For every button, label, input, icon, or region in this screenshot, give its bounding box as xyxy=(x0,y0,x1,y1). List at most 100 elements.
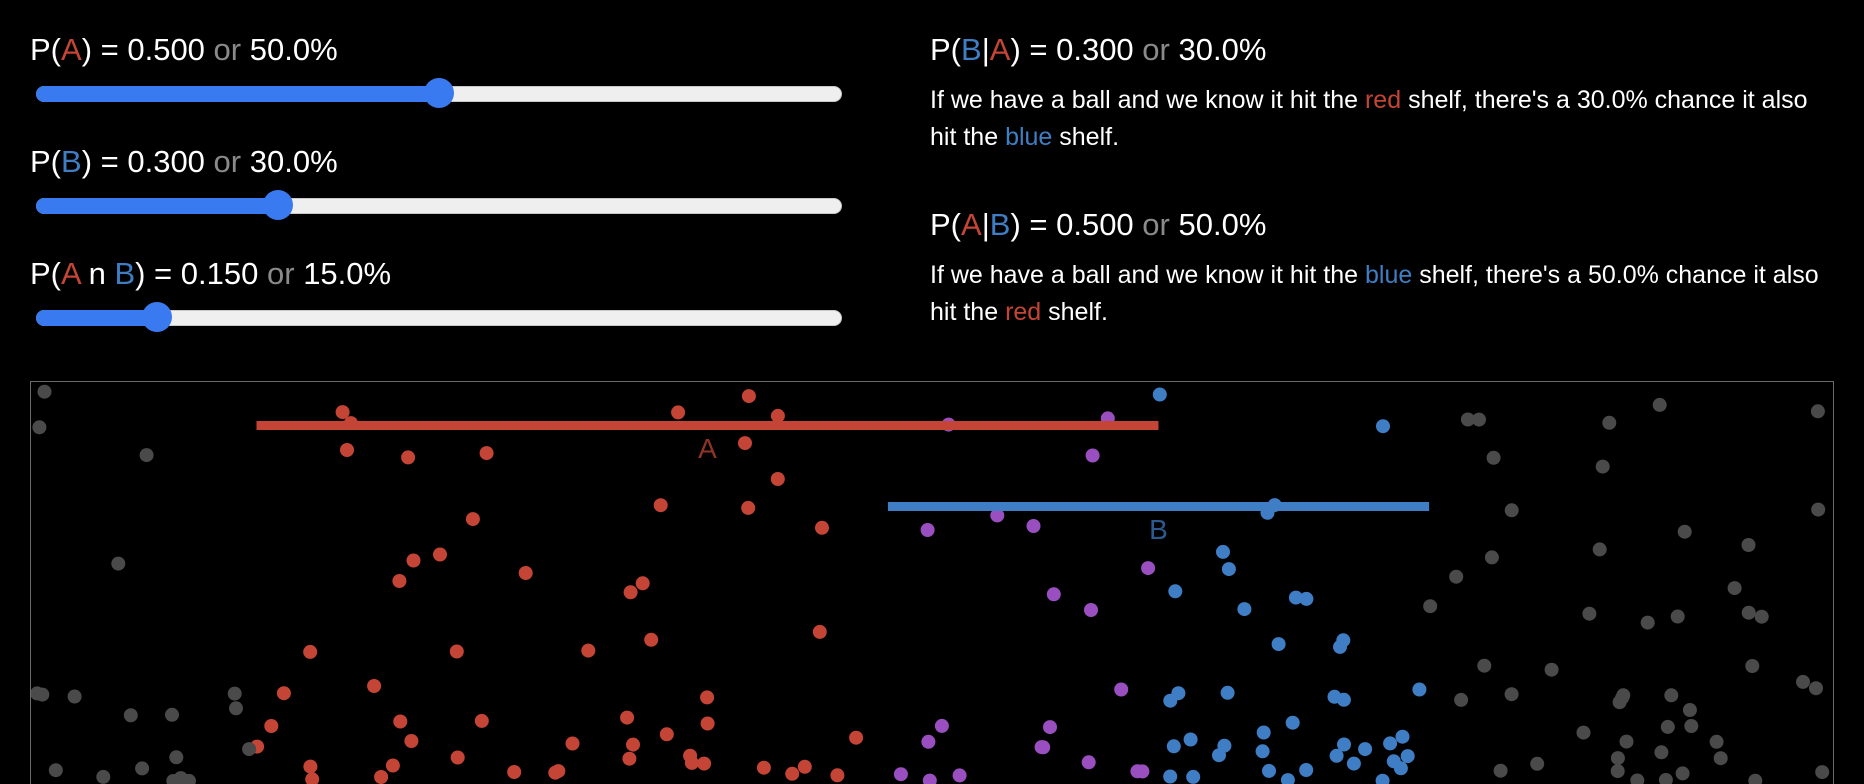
ball xyxy=(990,508,1005,523)
ball xyxy=(374,770,389,784)
ball xyxy=(1046,587,1061,602)
ball xyxy=(1741,605,1756,620)
ball xyxy=(635,576,650,591)
ball xyxy=(169,750,184,765)
ball xyxy=(1333,639,1347,654)
ball xyxy=(385,758,400,773)
ball xyxy=(1085,448,1100,463)
ball xyxy=(1386,754,1401,769)
prob-a-label: P(A) = 0.500 or 50.0% xyxy=(30,32,338,67)
ball xyxy=(1745,659,1760,673)
ball xyxy=(1395,729,1410,744)
ball xyxy=(507,765,522,779)
ball xyxy=(1544,662,1559,677)
ball xyxy=(229,701,243,716)
slider-control-a-and-b: P(A n B) = 0.150 or 15.0% xyxy=(30,256,846,332)
ball xyxy=(1811,502,1826,517)
ball xyxy=(815,520,829,535)
ball xyxy=(1727,581,1742,596)
ball xyxy=(1186,769,1201,784)
ball xyxy=(303,759,318,774)
slider-thumb[interactable] xyxy=(262,190,293,220)
ball xyxy=(1288,590,1303,605)
ball xyxy=(305,772,320,784)
ball xyxy=(96,769,111,784)
ball xyxy=(581,643,596,658)
ball xyxy=(1256,725,1271,740)
ball xyxy=(1484,550,1499,565)
ball xyxy=(1592,542,1607,557)
ball xyxy=(1748,773,1763,784)
ball xyxy=(1595,459,1610,474)
ball xyxy=(1610,764,1625,779)
ball xyxy=(1135,764,1150,779)
ball xyxy=(700,690,715,705)
ball xyxy=(465,512,480,527)
shelf-a xyxy=(256,421,1159,430)
ball xyxy=(934,718,949,733)
ball xyxy=(952,768,967,783)
ball xyxy=(303,644,318,659)
ball xyxy=(785,766,800,781)
ball xyxy=(626,737,640,752)
ball xyxy=(450,750,465,765)
ball xyxy=(1280,773,1295,784)
shelf-a-label: A xyxy=(698,433,717,464)
ball xyxy=(1043,720,1057,735)
ball xyxy=(1183,732,1198,747)
ball xyxy=(1262,763,1276,778)
ball xyxy=(1713,751,1728,766)
ball xyxy=(393,714,408,729)
b-given-a-title: P(B|A) = 0.300 or 30.0% xyxy=(930,32,1267,67)
ball xyxy=(1375,773,1390,784)
shelf-b-label: B xyxy=(1149,514,1168,545)
ball xyxy=(1684,719,1699,733)
ball xyxy=(1754,609,1769,624)
ball xyxy=(1602,415,1617,430)
ball xyxy=(1212,748,1226,763)
ball xyxy=(683,748,698,763)
ball xyxy=(48,763,63,778)
slider-thumb[interactable] xyxy=(424,78,454,108)
ball xyxy=(1809,681,1823,696)
ball xyxy=(1530,756,1545,771)
ball xyxy=(1337,737,1351,752)
ball xyxy=(392,574,407,588)
ball xyxy=(623,585,638,600)
ball xyxy=(756,760,771,775)
ball xyxy=(620,710,635,725)
ball xyxy=(1652,397,1667,412)
ball xyxy=(1493,763,1508,778)
ball xyxy=(1166,739,1181,754)
ball xyxy=(1285,715,1300,730)
ball xyxy=(474,713,489,728)
ball xyxy=(1640,615,1655,630)
b-given-a-panel: P(B|A) = 0.300 or 30.0% If we have a bal… xyxy=(930,32,1830,156)
slider-control-a: P(A) = 0.500 or 50.0% xyxy=(30,32,846,108)
prob-b-slider[interactable] xyxy=(30,190,846,220)
ball xyxy=(401,450,416,465)
ball xyxy=(622,751,637,766)
prob-b-label: P(B) = 0.300 or 30.0% xyxy=(30,144,338,179)
ball xyxy=(1346,756,1361,771)
prob-a-and-b-slider[interactable] xyxy=(30,302,846,332)
slider-thumb[interactable] xyxy=(141,302,172,332)
ball xyxy=(433,547,447,562)
prob-a-slider[interactable] xyxy=(30,78,846,108)
ball xyxy=(1376,419,1390,434)
ball xyxy=(920,523,935,537)
ball xyxy=(1664,688,1679,703)
ball xyxy=(1612,695,1627,710)
ball xyxy=(1220,685,1235,700)
ball xyxy=(893,767,908,782)
ball xyxy=(1271,637,1286,652)
ball xyxy=(35,687,50,702)
ball xyxy=(135,761,150,776)
ball xyxy=(1327,689,1342,704)
ball xyxy=(242,742,257,757)
ball xyxy=(1576,725,1591,740)
shelf-b xyxy=(887,502,1430,511)
ball xyxy=(738,436,752,451)
ball xyxy=(1299,591,1314,606)
